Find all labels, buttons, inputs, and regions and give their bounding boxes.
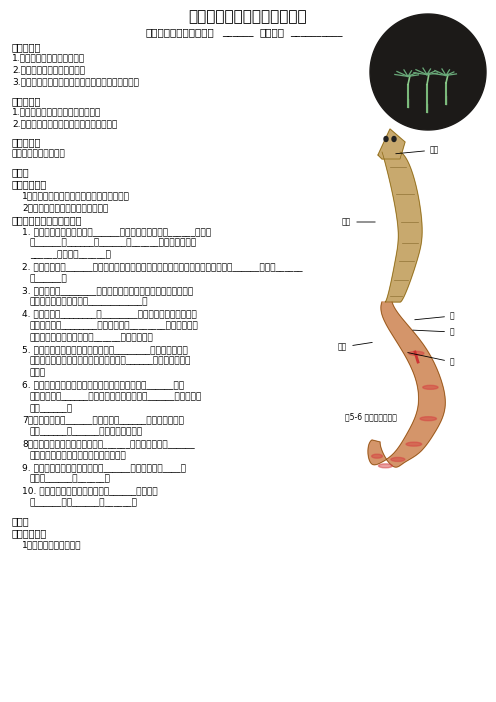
Text: 3. 水螺体形呈________对称，这种对称有利于感知周围环境中来: 3. 水螺体形呈________对称，这种对称有利于感知周围环境中来 <box>22 286 193 295</box>
Text: 背面: 背面 <box>342 218 375 227</box>
Text: 1、腔肠动物和扁形动物的主要特征是什么？: 1、腔肠动物和扁形动物的主要特征是什么？ <box>22 191 130 200</box>
Ellipse shape <box>378 464 392 468</box>
Polygon shape <box>368 302 445 467</box>
Ellipse shape <box>420 417 436 420</box>
Text: 图5-6 涡虫结构示意图: 图5-6 涡虫结构示意图 <box>345 412 397 421</box>
Polygon shape <box>382 152 422 302</box>
Ellipse shape <box>423 385 438 390</box>
Text: 咍: 咍 <box>413 328 455 336</box>
Text: 在人和动物体内，获取寄主体内的养料。: 在人和动物体内，获取寄主体内的养料。 <box>30 451 127 460</box>
Text: 10. 扁形动物的主要特征是身体呈______对称；背: 10. 扁形动物的主要特征是身体呈______对称；背 <box>22 486 158 496</box>
Text: 行课案: 行课案 <box>12 517 30 526</box>
Text: 背面有两个可以感光的黑色眼点，它们是______（动物），属于: 背面有两个可以感光的黑色眼点，它们是______（动物），属于 <box>30 357 191 366</box>
Text: 2、它们与人类的生活有什么关系？: 2、它们与人类的生活有什么关系？ <box>22 203 108 212</box>
Text: 口: 口 <box>415 312 455 321</box>
Text: 动物。: 动物。 <box>30 369 46 377</box>
Ellipse shape <box>406 442 422 446</box>
Text: 1、水螺是怎样捕食的？: 1、水螺是怎样捕食的？ <box>22 540 81 549</box>
Text: 4. 水螺身体由________和________两层细胞构成；其中内胚: 4. 水螺身体由________和________两层细胞构成；其中内胚 <box>22 310 197 318</box>
Text: ______: ______ <box>222 27 253 37</box>
Text: 如______、______、______、______等；少数生活在: 如______、______、______、______等；少数生活在 <box>30 239 197 248</box>
Text: 1.概述腔肠动物的主要特征。: 1.概述腔肠动物的主要特征。 <box>12 54 85 62</box>
Text: 扁形动物的主要特征。: 扁形动物的主要特征。 <box>12 150 66 159</box>
Text: 2.腔肠动物和扁形动物与人类生活的关系。: 2.腔肠动物和扁形动物与人类生活的关系。 <box>12 119 117 128</box>
Text: 5. 生活在清澈湍流的石块下身体背腹________，三角形的前端: 5. 生活在清澈湍流的石块下身体背腹________，三角形的前端 <box>22 345 188 354</box>
Text: 9. 腔肠动物的主要特征是身体呈______对称；体表有____细: 9. 腔肠动物的主要特征是身体呈______对称；体表有____细 <box>22 463 186 472</box>
Text: 层围成的腔叫________；外胚层上的________是腔肠动物特: 层围成的腔叫________；外胚层上的________是腔肠动物特 <box>30 321 199 330</box>
Text: 2. 水螺的生活在______水中，身体一端附着在水草等杂物上，另一端伸展着细长的______，用于______: 2. 水螺的生活在______水中，身体一端附着在水草等杂物上，另一端伸展着细长… <box>22 262 303 271</box>
Text: ______中，例如______。: ______中，例如______。 <box>30 251 111 259</box>
Text: 一、预习提纲: 一、预习提纲 <box>12 180 47 190</box>
Text: 第一节　腔肠动物和扁形动物: 第一节 腔肠动物和扁形动物 <box>188 9 308 24</box>
Text: 和______。: 和______。 <box>30 274 68 283</box>
Text: 腹______，有______无______。: 腹______，有______无______。 <box>30 498 138 507</box>
Text: 学习目标：: 学习目标： <box>12 42 41 52</box>
Text: 姓名：: 姓名： <box>260 27 285 37</box>
Polygon shape <box>378 129 405 159</box>
Text: 3.举例说明腔肠动物和扁形动物与人类生活的关系。: 3.举例说明腔肠动物和扁形动物与人类生活的关系。 <box>12 77 139 86</box>
Text: __________: __________ <box>290 27 343 37</box>
Text: 预习案: 预习案 <box>12 168 30 178</box>
Text: 二、预习检测（自学检测）: 二、预习检测（自学检测） <box>12 215 82 225</box>
Text: 1. 腔肠动物的身体结构比较______，其中大多数生活在______中，例: 1. 腔肠动物的身体结构比较______，其中大多数生活在______中，例 <box>22 227 211 236</box>
Text: 腔石: 腔石 <box>338 343 372 352</box>
Text: 它无______。: 它无______。 <box>30 404 73 413</box>
Text: 2.概述扁形动物的主要特征。: 2.概述扁形动物的主要特征。 <box>12 65 85 74</box>
Ellipse shape <box>384 136 388 142</box>
Text: 的各种刺激、捕食和进行____________。: 的各种刺激、捕食和进行____________。 <box>30 298 148 307</box>
Text: 6. 涡虫的口长在腹面，口内有一个可以伸出口外的______，吃: 6. 涡虫的口长在腹面，口内有一个可以伸出口外的______，吃 <box>22 380 184 389</box>
Text: 胞，有______无______。: 胞，有______无______。 <box>30 475 111 484</box>
Text: 肠: 肠 <box>408 352 455 366</box>
Text: 8、大多数的扁形动物没有专门的______管道，寄生，营______: 8、大多数的扁形动物没有专门的______管道，寄生，营______ <box>22 439 194 448</box>
Text: 1.腔肠动物、扁形动物的主要特征。: 1.腔肠动物、扁形动物的主要特征。 <box>12 107 101 117</box>
Text: 年级：八年级　　班级：: 年级：八年级 班级： <box>145 27 214 37</box>
Polygon shape <box>370 14 486 130</box>
Text: 学习难点：: 学习难点： <box>12 138 41 147</box>
Text: 还有______和______也属于扁形动物。: 还有______和______也属于扁形动物。 <box>30 428 143 436</box>
Ellipse shape <box>372 454 382 458</box>
Text: 学习重点：: 学习重点： <box>12 95 41 106</box>
Ellipse shape <box>391 458 405 461</box>
Text: 有的攻击和防御的利器，在______部位尤其多。: 有的攻击和防御的利器，在______部位尤其多。 <box>30 333 154 342</box>
Ellipse shape <box>392 136 396 142</box>
Text: 眼点: 眼点 <box>396 145 439 154</box>
Text: 进去的食物在______内消化，然后食物残渣从______排出，因为: 进去的食物在______内消化，然后食物残渣从______排出，因为 <box>30 392 202 401</box>
Text: 7、涡虫的身体是______对称，也叫______对称，除涡虫外: 7、涡虫的身体是______对称，也叫______对称，除涡虫外 <box>22 416 184 425</box>
Ellipse shape <box>409 351 424 355</box>
Text: 《合作探究》: 《合作探究》 <box>12 528 47 538</box>
